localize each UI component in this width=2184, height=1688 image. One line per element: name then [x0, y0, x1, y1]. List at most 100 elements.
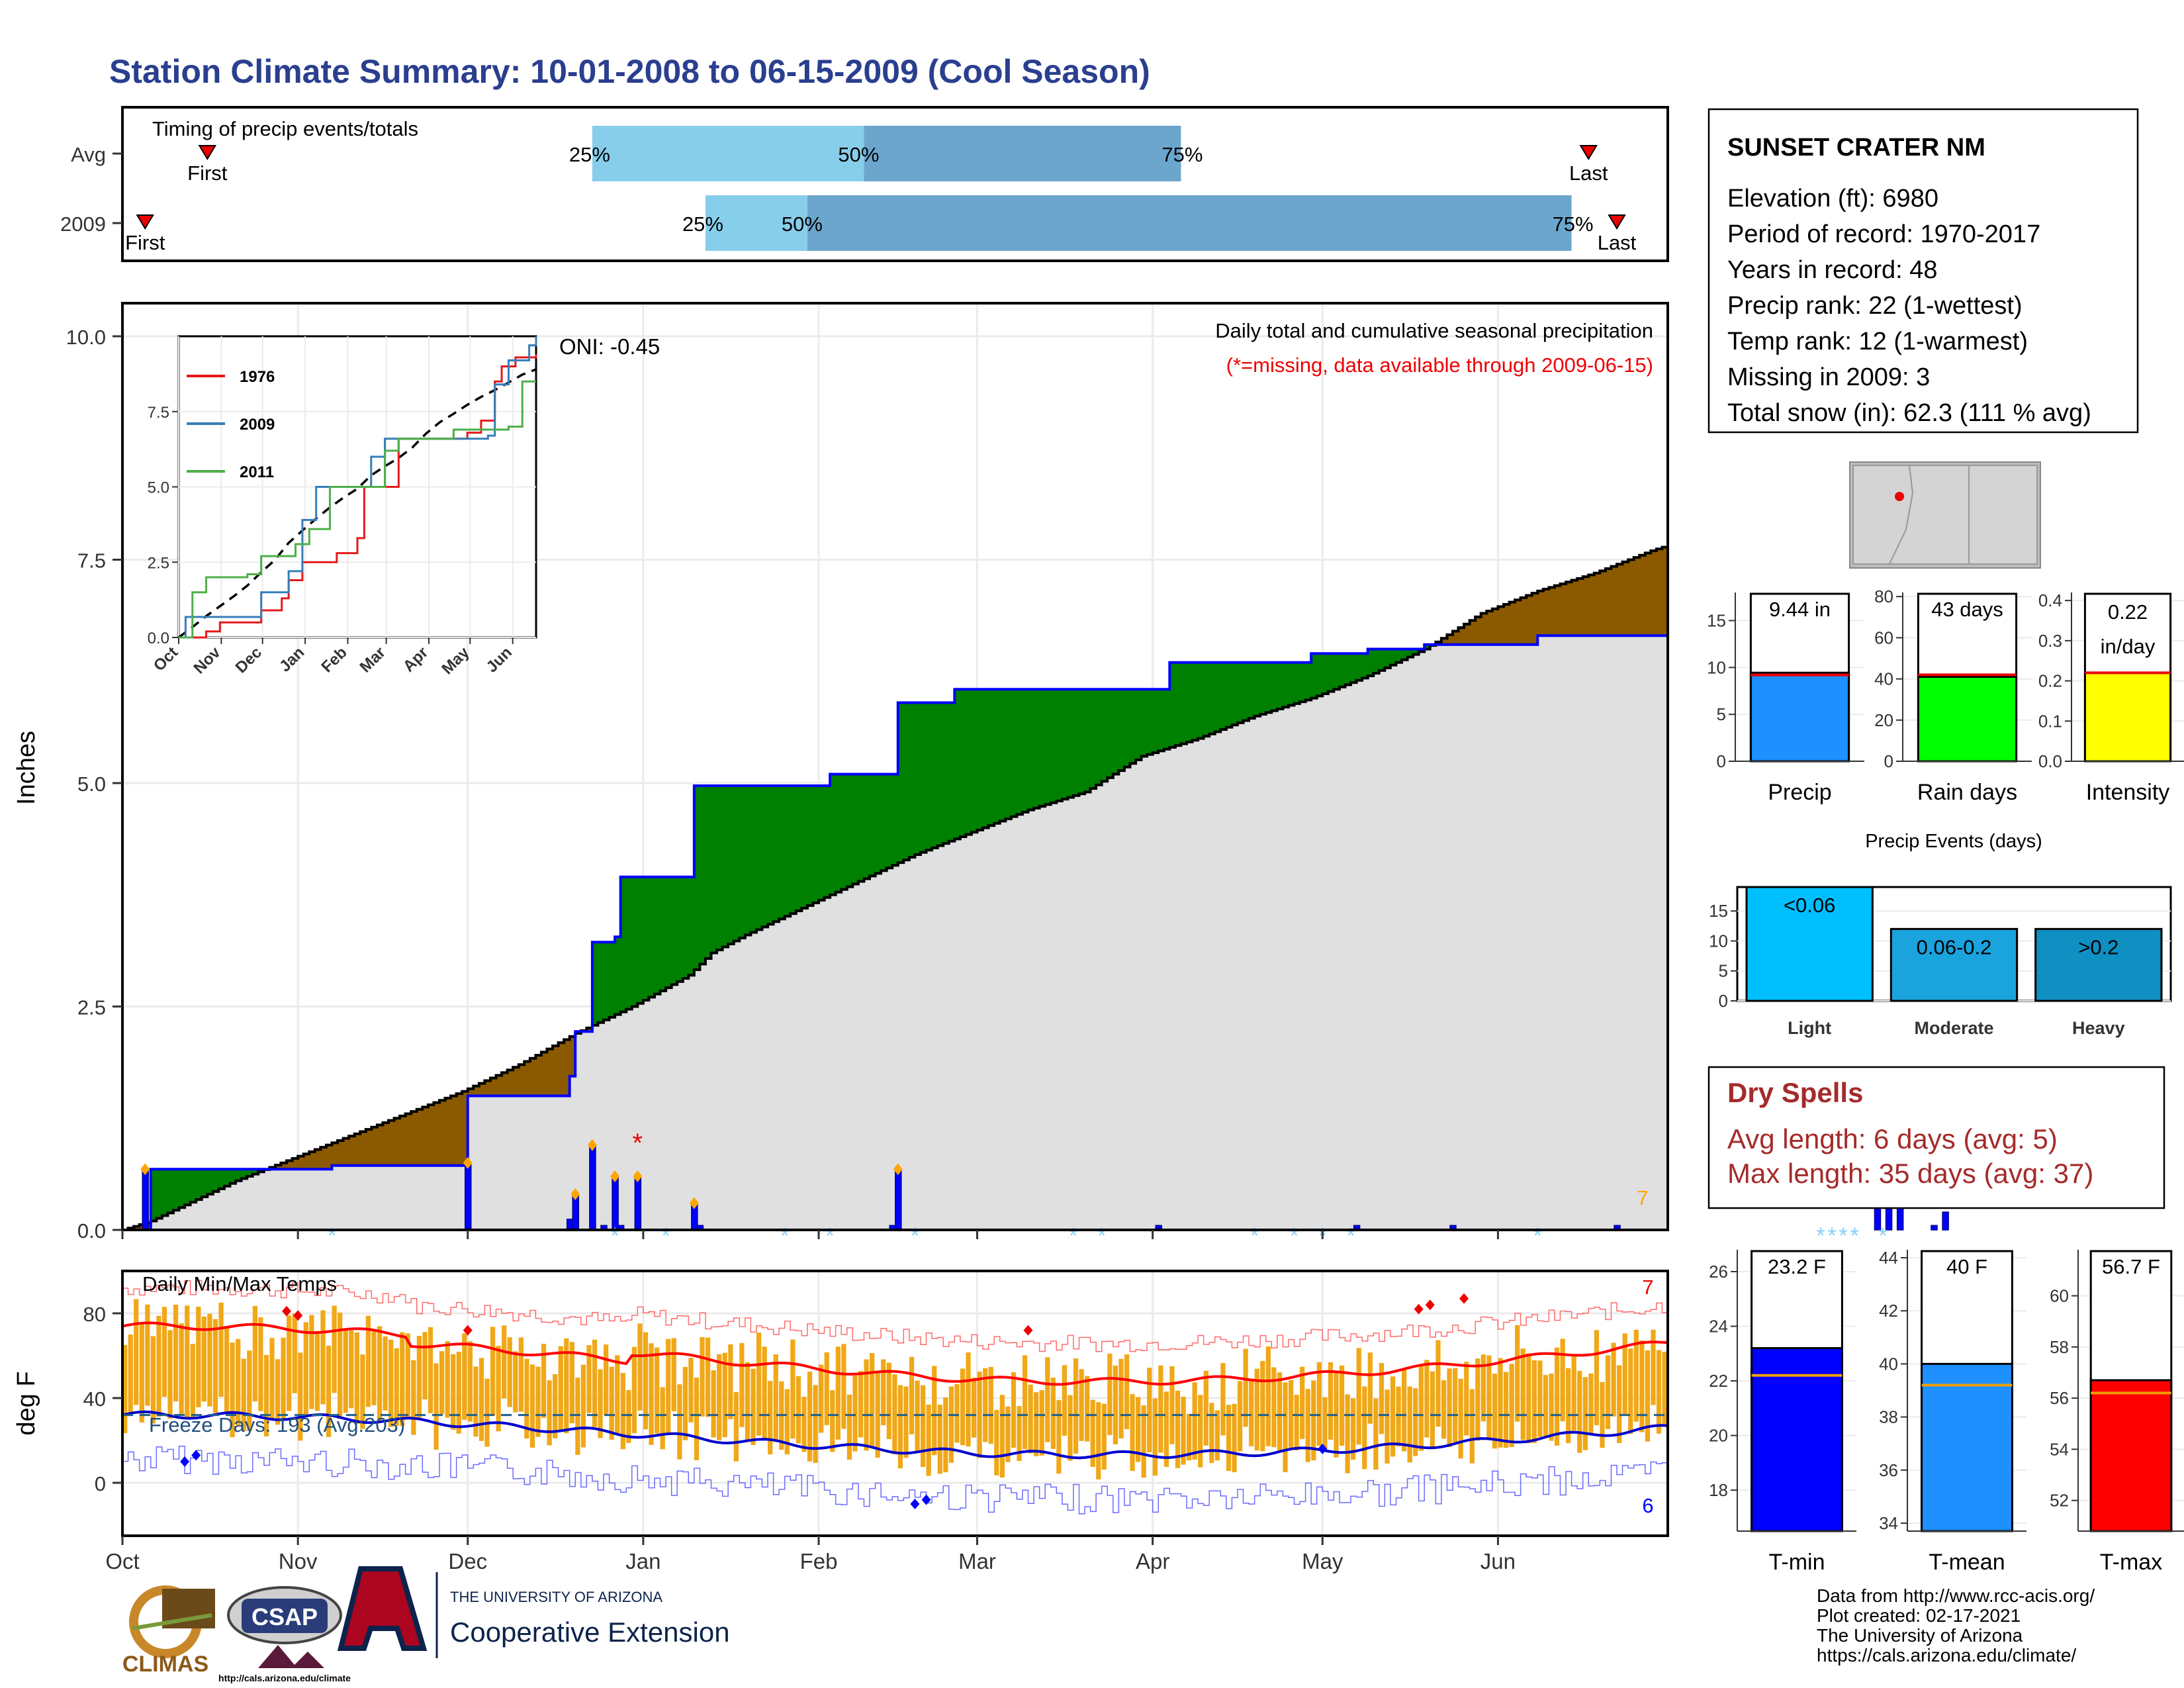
deficit-ribbon	[478, 1083, 485, 1096]
daily-temp-bar	[230, 1342, 235, 1438]
surplus-ribbon	[824, 786, 831, 898]
surplus-ribbon	[1124, 689, 1131, 767]
daily-precip-bar	[1931, 1225, 1938, 1231]
climas-logo-text: CLIMAS	[122, 1652, 208, 1677]
daily-temp-bar	[1249, 1378, 1254, 1446]
daily-temp-bar	[1260, 1360, 1265, 1452]
deficit-ribbon	[490, 1078, 497, 1096]
surplus-ribbon	[926, 702, 933, 851]
deficit-ribbon	[400, 1115, 406, 1166]
mini-y-tick-label: 42	[1879, 1301, 1898, 1321]
deficit-ribbon	[287, 1160, 293, 1170]
daily-temp-bar	[1351, 1398, 1356, 1460]
surplus-ribbon	[1203, 662, 1210, 737]
daily-temp-bar	[1011, 1372, 1017, 1448]
mini-value-bar	[1917, 676, 2018, 763]
daily-temp-bar	[161, 1307, 167, 1397]
surplus-ribbon	[1152, 689, 1159, 753]
surplus-ribbon	[875, 774, 882, 874]
csap-logo-text: CSAP	[251, 1603, 318, 1630]
surplus-ribbon	[1339, 653, 1346, 687]
mini-y-tick-label: 5	[1717, 704, 1726, 724]
surplus-ribbon	[609, 942, 615, 1017]
daily-temp-bar	[1322, 1397, 1328, 1452]
daily-temp-bar	[813, 1385, 818, 1464]
mini-y-tick-label: 54	[2050, 1439, 2069, 1459]
footer-line: https://cals.arizona.edu/climate/	[1817, 1645, 2076, 1665]
station-info-line: Period of record: 1970-2017	[1727, 220, 2040, 248]
deficit-ribbon	[1452, 631, 1459, 645]
surplus-ribbon	[1402, 649, 1408, 660]
deficit-ribbon	[1622, 561, 1629, 636]
surplus-ribbon	[745, 786, 751, 935]
daily-temp-bar	[360, 1354, 365, 1429]
surplus-ribbon	[660, 876, 666, 991]
deficit-ribbon	[1549, 587, 1555, 636]
surplus-ribbon	[1407, 649, 1414, 657]
daily-temp-bar	[988, 1367, 993, 1444]
surplus-ribbon	[179, 1169, 185, 1208]
daily-temp-bar	[529, 1364, 535, 1448]
surplus-ribbon	[150, 1169, 157, 1221]
surplus-ribbon	[1147, 689, 1154, 755]
surplus-ribbon	[1169, 662, 1176, 747]
daily-temp-bar	[422, 1332, 428, 1400]
daily-temp-bar	[1430, 1371, 1435, 1450]
deficit-ribbon	[484, 1080, 491, 1096]
cumulative-2009-line	[122, 634, 1668, 1231]
timing-row-label: 2009	[60, 212, 106, 236]
daily-temp-bar	[1594, 1330, 1600, 1425]
inset-y-tick-label: 2.5	[148, 554, 169, 572]
mini-y-tick-label: 26	[1709, 1262, 1728, 1282]
record-high-marker	[293, 1310, 303, 1321]
y-tick-label: 40	[83, 1387, 106, 1411]
surplus-ribbon	[1243, 662, 1250, 721]
daily-temp-bar	[167, 1330, 173, 1419]
surplus-ribbon	[626, 876, 633, 1009]
deficit-ribbon	[541, 1052, 548, 1096]
daily-temp-bar	[1588, 1373, 1594, 1435]
surplus-ribbon	[1045, 689, 1052, 805]
daily-temp-bar	[705, 1337, 711, 1417]
daily-temp-bar	[796, 1376, 801, 1444]
surplus-ribbon	[807, 786, 814, 906]
daily-temp-bar	[1220, 1363, 1226, 1436]
surplus-ribbon	[864, 774, 870, 879]
daily-temp-bar	[762, 1346, 767, 1440]
deficit-ribbon	[1480, 613, 1487, 645]
inset-legend-label: 1976	[240, 368, 275, 386]
deficit-ribbon	[513, 1067, 520, 1096]
surplus-ribbon	[960, 689, 967, 837]
daily-temp-bar	[1582, 1377, 1588, 1450]
surplus-ribbon	[230, 1169, 236, 1184]
surplus-ribbon	[1158, 689, 1165, 751]
daily-temp-bar	[292, 1313, 297, 1393]
daily-temp-bar	[1073, 1358, 1079, 1454]
mini-category-label: T-mean	[1929, 1550, 2005, 1575]
deficit-ribbon	[343, 1138, 349, 1166]
surplus-ribbon	[954, 689, 961, 839]
record-low-marker	[921, 1494, 931, 1505]
surplus-ribbon	[196, 1169, 203, 1200]
deficit-ribbon	[1492, 608, 1499, 645]
daily-precip-bar	[895, 1168, 902, 1231]
daily-temp-bar	[671, 1338, 676, 1412]
daily-temp-bar	[722, 1352, 727, 1438]
surplus-ribbon	[1373, 649, 1380, 673]
daily-temp-bar	[349, 1331, 354, 1409]
daily-temp-bar	[332, 1305, 337, 1393]
deficit-ribbon	[445, 1098, 451, 1166]
timing-marker-label: First	[125, 231, 165, 254]
surplus-ribbon	[790, 786, 797, 914]
inset-series-line	[179, 336, 537, 639]
surplus-ribbon	[1118, 689, 1125, 771]
surplus-ribbon	[1418, 649, 1425, 652]
daily-temp-bar	[1175, 1390, 1181, 1468]
deficit-ribbon	[1662, 547, 1668, 636]
deficit-ribbon	[524, 1061, 531, 1096]
daily-temp-bar	[1356, 1348, 1361, 1445]
deficit-ribbon	[467, 1088, 474, 1096]
daily-temp-bar	[1288, 1380, 1294, 1449]
daily-temp-bar	[1413, 1388, 1418, 1456]
daily-temp-bar	[1362, 1386, 1367, 1470]
